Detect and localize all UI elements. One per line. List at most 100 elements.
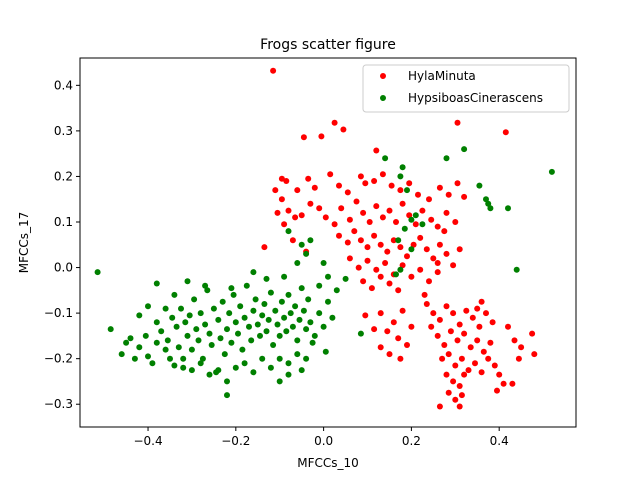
point-series-0-141 — [445, 389, 452, 396]
point-series-0-131 — [458, 355, 465, 362]
point-series-1-20 — [182, 319, 189, 326]
point-series-1-64 — [278, 298, 285, 305]
point-series-0-64 — [384, 248, 391, 255]
point-series-1-58 — [265, 316, 272, 323]
point-series-0-11 — [305, 175, 312, 182]
point-series-0-86 — [434, 269, 441, 276]
point-series-1-131 — [404, 187, 410, 194]
plot-frame — [79, 57, 577, 428]
point-series-0-95 — [377, 310, 384, 317]
point-series-1-93 — [241, 360, 248, 367]
point-series-1-87 — [294, 351, 301, 358]
point-series-1-80 — [320, 323, 327, 330]
point-series-0-100 — [395, 335, 402, 342]
point-series-1-31 — [206, 330, 213, 337]
point-series-0-58 — [344, 239, 351, 246]
point-series-1-124 — [285, 371, 292, 378]
point-series-0-139 — [456, 383, 463, 389]
point-series-0-91 — [395, 287, 402, 294]
point-series-0-132 — [465, 367, 472, 374]
point-series-0-134 — [478, 369, 485, 376]
point-series-1-90 — [267, 364, 274, 371]
point-series-1-61 — [272, 307, 279, 314]
point-series-1-49 — [246, 323, 252, 330]
point-series-1-94 — [232, 364, 239, 371]
point-series-1-32 — [208, 342, 215, 348]
point-series-1-19 — [180, 364, 187, 371]
point-series-0-148 — [518, 344, 525, 351]
y-tick-label-4: 0.1 — [54, 215, 73, 229]
point-series-1-63 — [276, 332, 283, 339]
point-series-0-85 — [426, 278, 432, 285]
point-series-0-8 — [278, 175, 285, 182]
point-series-0-112 — [456, 321, 463, 328]
point-series-0-25 — [436, 184, 443, 191]
point-series-1-39 — [224, 326, 230, 333]
point-series-0-15 — [344, 189, 351, 196]
point-series-0-49 — [399, 200, 406, 207]
point-series-0-109 — [436, 316, 443, 323]
point-series-0-93 — [289, 237, 296, 244]
point-series-0-30 — [278, 196, 285, 203]
legend-label-hyla-minuta: HylaMinuta — [408, 69, 476, 83]
point-series-0-128 — [439, 355, 446, 362]
point-series-0-80 — [382, 260, 389, 266]
point-series-0-4 — [318, 133, 325, 140]
legend-marker-hyla-minuta — [380, 73, 386, 79]
point-series-0-124 — [467, 344, 474, 351]
point-series-1-30 — [204, 287, 211, 294]
point-series-1-0 — [94, 269, 101, 276]
point-series-0-38 — [322, 214, 329, 221]
point-series-1-133 — [461, 146, 468, 153]
legend-marker-hypsiboas-cinerascens — [380, 95, 386, 101]
point-series-1-75 — [303, 326, 310, 333]
point-series-1-5 — [136, 312, 143, 319]
point-series-0-23 — [415, 191, 421, 198]
point-series-1-111 — [250, 269, 257, 276]
point-series-0-88 — [368, 285, 375, 292]
point-series-1-60 — [270, 342, 277, 348]
point-series-1-122 — [342, 275, 349, 282]
point-series-1-43 — [232, 319, 239, 326]
point-series-1-135 — [483, 196, 489, 203]
point-series-1-33 — [210, 305, 217, 312]
legend: HylaMinuta HypsiboasCinerascens — [362, 64, 570, 113]
point-series-1-6 — [142, 332, 149, 339]
point-series-1-2 — [118, 351, 125, 358]
point-series-0-24 — [426, 196, 432, 203]
point-series-1-48 — [243, 282, 250, 289]
point-series-1-147 — [548, 168, 555, 175]
point-series-1-121 — [333, 287, 340, 294]
point-series-1-7 — [145, 303, 151, 310]
point-series-0-36 — [307, 200, 314, 207]
point-series-1-67 — [285, 291, 292, 298]
point-series-1-4 — [131, 355, 138, 362]
point-series-0-63 — [377, 241, 384, 248]
point-series-0-154 — [509, 380, 516, 387]
point-series-1-99 — [188, 367, 195, 374]
x-tick-label-4: 0.4 — [490, 434, 509, 448]
x-tick-label-1: −0.2 — [221, 434, 250, 448]
point-series-0-159 — [441, 228, 448, 235]
legend-box — [362, 64, 570, 113]
point-series-1-29 — [202, 321, 209, 328]
x-tick-label-3: 0.2 — [402, 434, 421, 448]
point-series-0-61 — [364, 244, 371, 251]
point-series-0-116 — [483, 310, 489, 317]
point-series-0-62 — [371, 232, 378, 239]
legend-label-hypsiboas-cinerascens: HypsiboasCinerascens — [408, 91, 543, 105]
point-series-1-52 — [252, 296, 259, 303]
point-series-1-10 — [158, 328, 165, 335]
point-series-1-57 — [263, 328, 270, 335]
point-series-0-76 — [346, 255, 353, 262]
point-series-0-13 — [327, 171, 334, 178]
point-series-0-82 — [399, 262, 406, 269]
point-series-1-109 — [202, 282, 209, 289]
point-series-0-151 — [515, 355, 522, 362]
chart-title: Frogs scatter figure — [260, 37, 396, 53]
y-tick-label-0: −0.3 — [44, 397, 73, 411]
point-series-1-117 — [285, 228, 292, 235]
point-series-1-88 — [285, 360, 292, 367]
point-series-0-153 — [500, 380, 507, 387]
